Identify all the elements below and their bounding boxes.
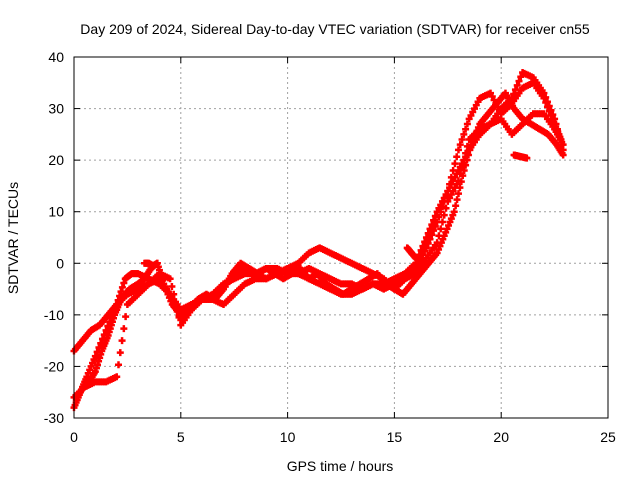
data-point bbox=[120, 279, 128, 287]
x-tick-label: 25 bbox=[600, 429, 616, 445]
series-track-4 bbox=[85, 89, 567, 386]
x-tick-label: 10 bbox=[280, 429, 296, 445]
data-point bbox=[542, 93, 550, 101]
data-point bbox=[168, 282, 176, 290]
data-point bbox=[462, 161, 470, 169]
data-point bbox=[440, 211, 448, 219]
data-point bbox=[511, 86, 519, 94]
data-point bbox=[424, 240, 432, 248]
data-point bbox=[462, 125, 470, 133]
data-point bbox=[549, 111, 557, 119]
data-point bbox=[113, 373, 121, 381]
data-point bbox=[452, 202, 460, 210]
y-tick-label: 40 bbox=[48, 49, 64, 65]
x-tick-label: 5 bbox=[177, 429, 185, 445]
data-point bbox=[120, 325, 128, 333]
tick-layer: 0 5 10 15 20 25 -30 -20 -10 0 10 20 30 40 bbox=[44, 49, 616, 445]
data-point bbox=[551, 115, 559, 123]
data-point bbox=[454, 190, 462, 198]
data-point bbox=[466, 146, 474, 154]
x-tick-label: 0 bbox=[70, 429, 78, 445]
data-point bbox=[545, 102, 553, 110]
series-segment-a bbox=[403, 244, 428, 267]
data-point bbox=[454, 146, 462, 154]
y-tick-label: 0 bbox=[56, 255, 64, 271]
y-tick-label: 30 bbox=[48, 101, 64, 117]
data-point bbox=[166, 275, 174, 283]
data-point bbox=[422, 244, 430, 252]
y-axis-label: SDTVAR / TECUs bbox=[5, 182, 21, 294]
data-point bbox=[451, 160, 459, 168]
data-point bbox=[115, 361, 122, 369]
data-point bbox=[122, 313, 130, 321]
data-point bbox=[460, 166, 468, 174]
y-tick-label: 10 bbox=[48, 204, 64, 220]
data-point bbox=[463, 156, 471, 164]
data-point bbox=[431, 222, 439, 230]
data-point bbox=[458, 136, 466, 144]
data-point bbox=[559, 141, 567, 149]
data-point bbox=[459, 172, 467, 180]
data-point bbox=[513, 81, 521, 89]
data-point bbox=[426, 235, 434, 243]
data-point bbox=[442, 204, 450, 212]
data-layer bbox=[70, 68, 567, 412]
series-segment-b bbox=[510, 151, 531, 162]
series-track-3 bbox=[70, 110, 567, 401]
y-tick-label: -10 bbox=[44, 307, 64, 323]
data-point bbox=[460, 130, 468, 138]
x-tick-label: 20 bbox=[493, 429, 509, 445]
data-point bbox=[435, 213, 443, 221]
data-point bbox=[453, 153, 461, 161]
data-point bbox=[510, 90, 518, 98]
data-point bbox=[428, 231, 436, 239]
data-point bbox=[457, 178, 465, 186]
plot-frame bbox=[73, 56, 609, 419]
data-point bbox=[430, 227, 438, 235]
x-axis-label: GPS time / hours bbox=[287, 458, 394, 474]
y-tick-label: 20 bbox=[48, 152, 64, 168]
y-tick-label: -20 bbox=[44, 358, 64, 374]
data-point bbox=[453, 196, 461, 204]
data-point bbox=[559, 151, 567, 159]
data-point bbox=[91, 352, 99, 360]
data-point bbox=[540, 89, 548, 97]
y-tick-label: -30 bbox=[44, 410, 64, 426]
chart-title: Day 209 of 2024, Sidereal Day-to-day VTE… bbox=[80, 21, 590, 37]
x-tick-label: 15 bbox=[387, 429, 403, 445]
data-point bbox=[153, 259, 161, 267]
data-point bbox=[456, 141, 464, 149]
data-point bbox=[547, 106, 555, 114]
data-point bbox=[456, 184, 464, 192]
data-point bbox=[464, 151, 472, 159]
data-point bbox=[463, 120, 471, 128]
data-point bbox=[523, 154, 531, 162]
data-point bbox=[437, 225, 445, 233]
data-point bbox=[116, 349, 124, 357]
grid-layer bbox=[74, 57, 608, 418]
data-point bbox=[420, 259, 428, 267]
data-point bbox=[543, 98, 551, 106]
data-point bbox=[118, 283, 126, 291]
data-point bbox=[515, 77, 523, 85]
data-point bbox=[118, 337, 126, 345]
data-point bbox=[438, 218, 446, 226]
series-segment-c bbox=[140, 259, 161, 270]
data-point bbox=[450, 208, 458, 216]
